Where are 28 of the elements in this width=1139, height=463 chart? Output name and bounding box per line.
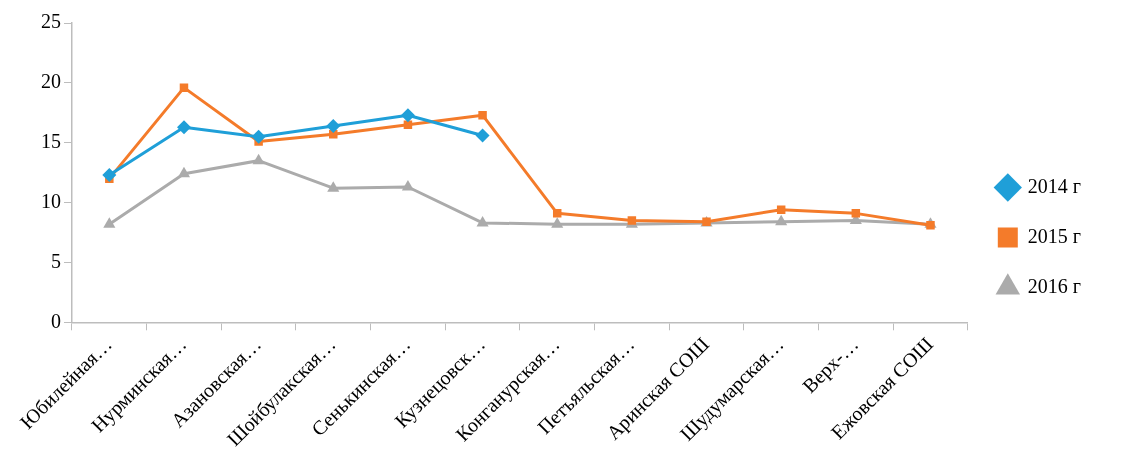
y-tick-label: 20 [41,70,61,93]
legend-label: 2014 г [1027,174,1081,197]
point [176,120,191,135]
point [327,181,340,192]
point [326,118,341,133]
y-tick-label: 25 [41,10,61,33]
point [177,166,191,178]
point [478,110,487,120]
point [551,217,564,228]
legend-label: 2015 г [1027,224,1081,247]
point [851,209,861,218]
point [475,128,490,143]
point [926,221,935,230]
point [476,215,489,227]
point [102,168,117,183]
y-tick-label: 10 [41,189,61,212]
point [252,153,265,165]
point [552,209,562,218]
point [179,83,189,92]
point [251,129,266,144]
legend-label: 2016 г [1027,274,1081,297]
point [400,108,415,123]
y-tick-label: 5 [51,249,61,272]
point [775,214,788,226]
y-tick-label: 15 [41,129,61,152]
point [401,180,414,191]
point [103,217,116,228]
y-tick-label: 0 [51,309,61,332]
